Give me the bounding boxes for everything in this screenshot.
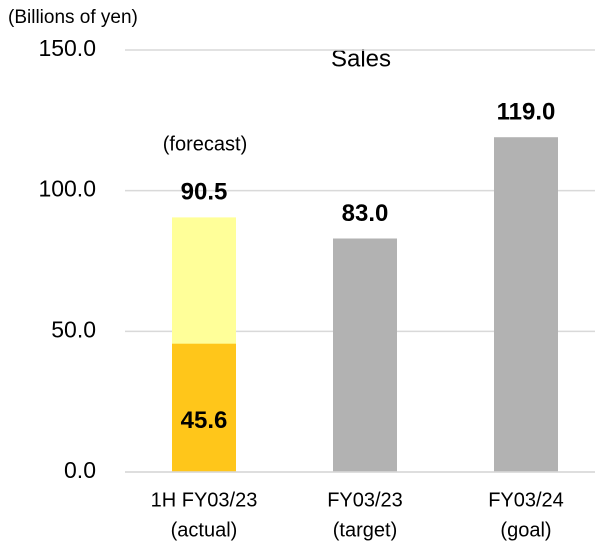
y-tick-label: 150.0 [38,35,96,61]
y-tick-label: 50.0 [51,316,96,342]
x-tick-label: FY03/24 [488,489,564,511]
annotation: (forecast) [163,133,247,155]
y-axis-label: (Billions of yen) [8,7,138,28]
value-label: 119.0 [497,99,556,126]
x-tick-label: (actual) [171,519,238,541]
bar [333,238,397,472]
y-tick-label: 100.0 [38,176,96,202]
y-tick-label: 0.0 [64,457,96,483]
overlay-value-label: 45.6 [181,407,228,434]
x-tick-label: (goal) [500,519,551,541]
bar [172,343,236,472]
value-label: 83.0 [342,200,389,227]
value-label: 90.5 [181,179,228,206]
x-tick-label: (target) [333,519,397,541]
bar [494,137,558,473]
x-tick-label: FY03/23 [327,489,403,511]
x-tick-label: 1H FY03/23 [151,489,258,511]
